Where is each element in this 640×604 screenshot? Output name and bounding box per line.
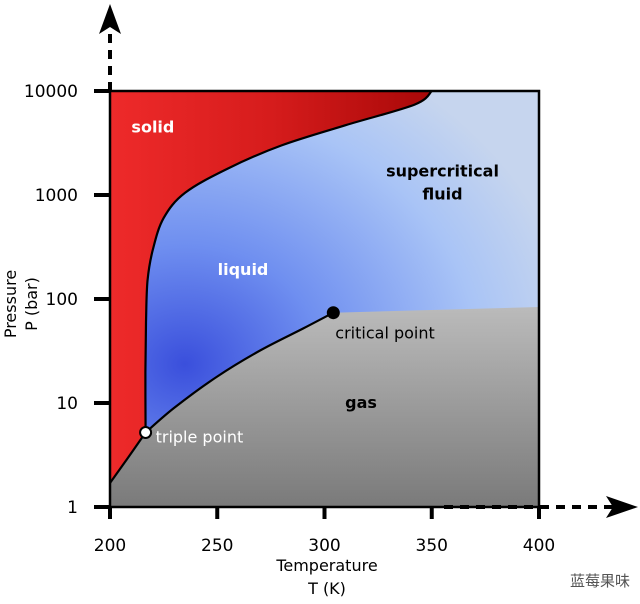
axis-ticks xyxy=(94,89,541,519)
special-points: triple point critical point xyxy=(139,306,435,447)
x-axis-arrowhead xyxy=(606,496,638,518)
vaporization-curve xyxy=(144,311,334,434)
x-tick-label: 250 xyxy=(201,536,233,556)
liquid-label: liquid xyxy=(218,260,269,279)
phase-regions xyxy=(110,91,539,507)
supercritical-label: supercritical fluid xyxy=(386,162,499,204)
melting-curve xyxy=(144,90,433,433)
y-axis-unit: P (bar) xyxy=(22,277,41,331)
watermark: 蓝莓果味 xyxy=(570,572,630,590)
y-axis-arrowhead xyxy=(99,4,121,34)
phase-boundaries xyxy=(109,90,433,484)
y-tick-label: 1 xyxy=(67,498,78,518)
solid-label: solid xyxy=(131,117,174,136)
y-axis-title: Pressure xyxy=(1,270,20,338)
sublimation-curve xyxy=(109,431,147,484)
x-axis-title: Temperature xyxy=(275,556,377,575)
critical-point-label: critical point xyxy=(335,324,434,343)
x-tick-label: 200 xyxy=(94,536,126,556)
x-tick-label: 350 xyxy=(416,536,448,556)
region-labels: solid liquid supercritical fluid gas xyxy=(131,117,499,411)
y-tick-label: 1000 xyxy=(35,186,78,206)
y-tick-label: 10 xyxy=(56,394,78,414)
x-tick-label: 300 xyxy=(308,536,340,556)
y-tick-label: 100 xyxy=(46,290,78,310)
triple-point-marker xyxy=(139,426,153,439)
x-axis-unit: T (K) xyxy=(307,579,346,598)
solid-region xyxy=(110,91,432,507)
liquid-supercritical-region xyxy=(145,91,539,433)
triple-point-label: triple point xyxy=(156,428,244,447)
axis-arrows xyxy=(99,4,638,518)
x-tick-label: 400 xyxy=(523,536,555,556)
y-tick-label: 10000 xyxy=(24,82,78,102)
gas-label: gas xyxy=(345,393,377,412)
critical-point-marker xyxy=(326,306,340,320)
axis-tick-labels: 200 250 300 350 400 1 10 100 1000 10000 xyxy=(24,82,555,556)
